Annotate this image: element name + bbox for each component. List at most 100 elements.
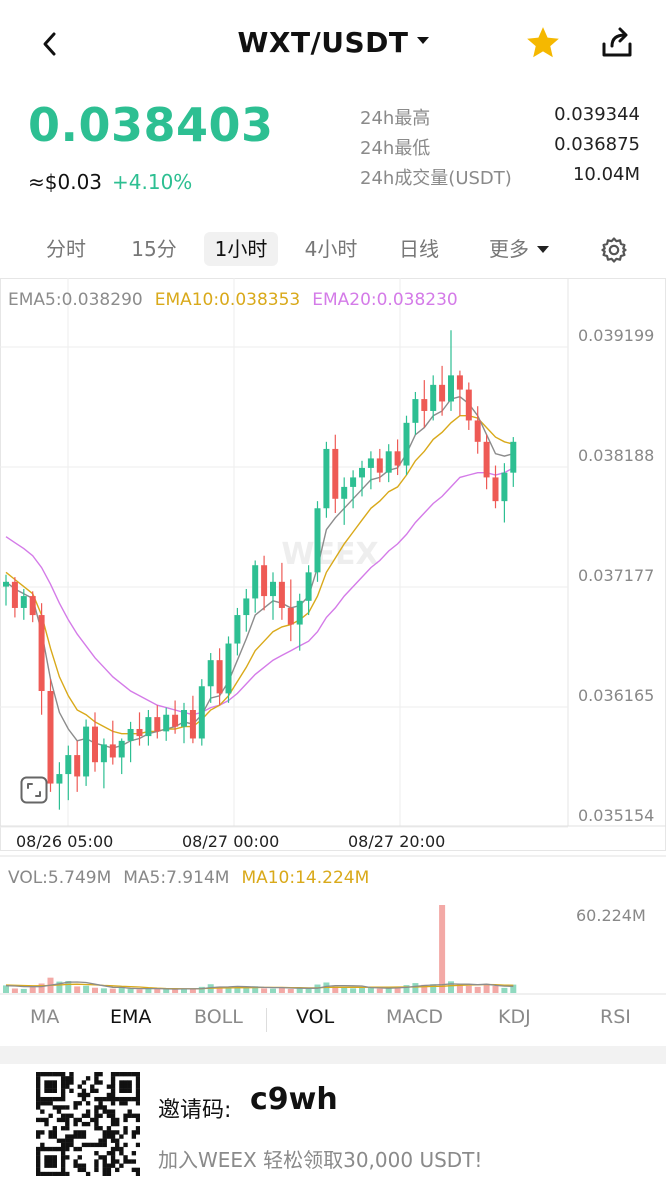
tab-timeframe-1d[interactable]: 日线 <box>399 237 439 261</box>
candle-body <box>278 581 285 608</box>
qr-module <box>102 1159 107 1164</box>
vol-value: VOL:5.749M <box>8 868 112 888</box>
qr-module <box>40 1130 45 1135</box>
qr-module <box>110 1155 116 1160</box>
tab-indicator-boll[interactable]: BOLL <box>194 1006 243 1028</box>
qr-module <box>90 1142 95 1148</box>
qr-module <box>94 1105 99 1110</box>
qr-module <box>110 1076 116 1081</box>
qr-module <box>65 1155 70 1160</box>
invite-code[interactable]: c9wh <box>250 1082 338 1117</box>
qr-module <box>94 1088 99 1093</box>
pair-selector[interactable]: WXT/USDT <box>0 26 666 59</box>
qr-module <box>94 1142 99 1148</box>
qr-module <box>69 1142 74 1148</box>
qr-module <box>65 1117 70 1123</box>
qr-module <box>40 1072 45 1077</box>
qr-module <box>115 1142 120 1148</box>
indicator-tabs: MA EMA BOLL VOL MACD KDJ RSI <box>0 998 666 1042</box>
qr-module <box>135 1076 141 1081</box>
volume-bar <box>109 988 116 993</box>
qr-module <box>102 1155 107 1160</box>
pair-name: WXT/USDT <box>237 26 409 59</box>
qr-module <box>94 1126 99 1131</box>
vol-legend: VOL:5.749M MA5:7.914M MA10:14.224M <box>8 868 381 888</box>
qr-module <box>102 1142 107 1148</box>
ema5-value: EMA5:0.038290 <box>8 290 143 310</box>
qr-module <box>73 1117 78 1123</box>
time-tick: 08/27 20:00 <box>348 832 446 851</box>
qr-module <box>135 1080 141 1085</box>
qr-module <box>127 1109 132 1114</box>
tab-indicator-rsi[interactable]: RSI <box>600 1006 631 1028</box>
qr-module <box>81 1167 87 1173</box>
qr-module <box>135 1088 141 1093</box>
qr-module <box>131 1167 137 1173</box>
candle-body <box>261 565 268 597</box>
qr-module <box>85 1171 91 1177</box>
qr-module <box>73 1130 78 1135</box>
volume-bar <box>474 986 481 993</box>
tab-timeframe-line[interactable]: 分时 <box>46 237 86 261</box>
tab-timeframe-more[interactable]: 更多 <box>482 232 556 266</box>
tab-indicator-vol[interactable]: VOL <box>296 1006 335 1028</box>
volume-bar <box>448 981 454 993</box>
price-tick: 0.035154 <box>578 806 655 825</box>
qr-module <box>94 1159 99 1164</box>
qr-module <box>52 1084 57 1089</box>
volume-bar <box>341 987 348 993</box>
qr-module <box>135 1142 141 1148</box>
qr-module <box>81 1130 87 1135</box>
candle-body <box>314 508 321 573</box>
tab-timeframe-15m[interactable]: 15分 <box>131 237 177 261</box>
stat-value: 10.04M <box>572 164 640 185</box>
fullscreen-button[interactable] <box>20 776 48 804</box>
qr-module <box>44 1080 49 1085</box>
qr-module <box>60 1105 66 1110</box>
tab-indicator-macd[interactable]: MACD <box>386 1006 443 1028</box>
caret-down-icon <box>537 246 549 253</box>
qr-module <box>36 1088 41 1093</box>
ema20-line <box>5 467 514 716</box>
qr-module <box>81 1121 87 1127</box>
share-button[interactable] <box>598 24 638 64</box>
qr-module <box>48 1146 53 1152</box>
qr-module <box>60 1151 66 1156</box>
tab-indicator-ema[interactable]: EMA <box>110 1006 152 1028</box>
qr-module <box>65 1138 70 1143</box>
kline-chart[interactable]: WEEX <box>0 278 666 998</box>
qr-module <box>102 1138 107 1143</box>
qr-module <box>44 1121 49 1127</box>
tab-indicator-kdj[interactable]: KDJ <box>498 1006 531 1028</box>
stat-value: 0.039344 <box>554 104 640 125</box>
qr-module <box>106 1113 112 1118</box>
tab-timeframe-1h[interactable]: 1小时 <box>204 232 278 266</box>
favorite-button[interactable] <box>524 24 564 64</box>
tab-indicator-ma[interactable]: MA <box>30 1006 60 1028</box>
qr-module <box>56 1117 62 1123</box>
qr-module <box>65 1134 70 1139</box>
kline-svg[interactable]: WEEX <box>0 278 666 998</box>
qr-module <box>127 1088 132 1093</box>
qr-module <box>36 1146 41 1152</box>
qr-module <box>48 1163 53 1168</box>
candle-body <box>234 615 241 644</box>
qr-module <box>77 1130 82 1135</box>
tab-timeframe-4h[interactable]: 4小时 <box>304 237 358 261</box>
share-icon <box>602 27 632 57</box>
stat-label: 24h成交量(USDT) <box>360 168 512 189</box>
expand-icon <box>20 776 48 804</box>
volume-bar <box>3 985 9 993</box>
qr-module <box>77 1092 82 1098</box>
qr-module <box>94 1117 99 1123</box>
qr-module <box>40 1101 45 1106</box>
back-button[interactable] <box>30 24 70 64</box>
qr-module <box>135 1171 141 1177</box>
volume-bar <box>38 983 45 993</box>
tab-divider <box>266 1008 267 1032</box>
qr-module <box>110 1084 116 1089</box>
qr-module <box>102 1163 107 1168</box>
qr-module <box>98 1142 103 1148</box>
price-tick: 0.038188 <box>578 446 655 465</box>
chart-settings-button[interactable] <box>600 236 630 266</box>
